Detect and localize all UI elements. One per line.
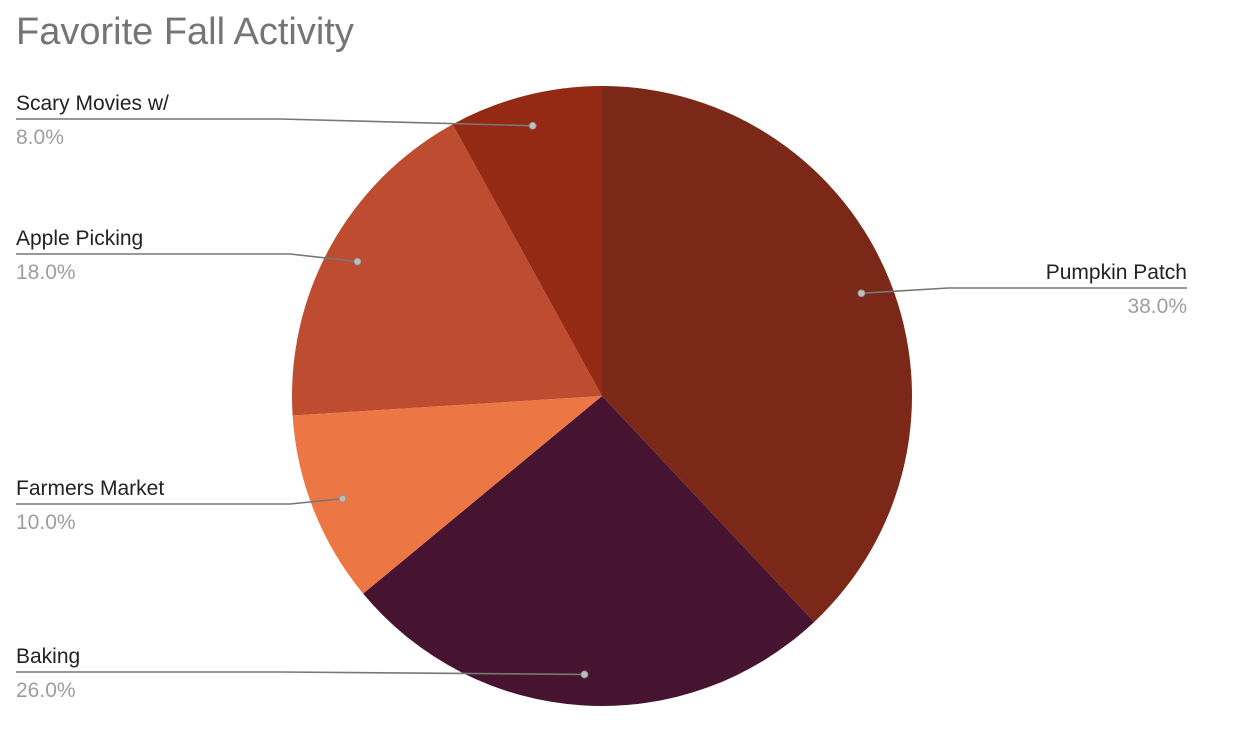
pie-slice-pumpkin-patch bbox=[602, 86, 912, 622]
slice-label-farmers-market: Farmers Market bbox=[16, 477, 164, 500]
leader-line-farmers-market bbox=[16, 497, 343, 505]
slices-layer bbox=[292, 86, 912, 707]
pie-slice-farmers-market bbox=[292, 396, 602, 594]
slice-label-scary-movies-w: Scary Movies w/ bbox=[16, 92, 169, 115]
slice-percent-apple-picking: 18.0% bbox=[16, 261, 76, 284]
leader-dot-baking bbox=[580, 670, 589, 679]
leader-line-pumpkin-patch bbox=[861, 287, 1187, 295]
labels-layer: Pumpkin Patch 38.0% Baking 26.0% Farmers Mar… bbox=[16, 92, 1187, 702]
chart-title: Favorite Fall Activity bbox=[16, 11, 354, 53]
leader-dot-farmers-market bbox=[338, 494, 347, 503]
leader-line-apple-picking bbox=[16, 253, 358, 263]
slice-percent-baking: 26.0% bbox=[16, 679, 76, 702]
pie-slice-baking bbox=[363, 396, 815, 707]
slice-percent-pumpkin-patch: 38.0% bbox=[1127, 295, 1187, 318]
slice-label-baking: Baking bbox=[16, 645, 80, 668]
leader-line-scary-movies-w bbox=[16, 118, 533, 127]
leader-dot-apple-picking bbox=[353, 257, 362, 266]
leader-dot-pumpkin-patch bbox=[857, 289, 866, 298]
slice-percent-farmers-market: 10.0% bbox=[16, 511, 76, 534]
slice-label-pumpkin-patch: Pumpkin Patch bbox=[1046, 261, 1187, 284]
pie-slice-scary-movies-w bbox=[452, 86, 602, 396]
leader-line-baking bbox=[16, 671, 585, 676]
leader-dot-scary-movies-w bbox=[528, 121, 537, 130]
pie-slice-apple-picking bbox=[292, 124, 602, 416]
slice-percent-scary-movies-w: 8.0% bbox=[16, 126, 64, 149]
slice-label-apple-picking: Apple Picking bbox=[16, 227, 143, 250]
